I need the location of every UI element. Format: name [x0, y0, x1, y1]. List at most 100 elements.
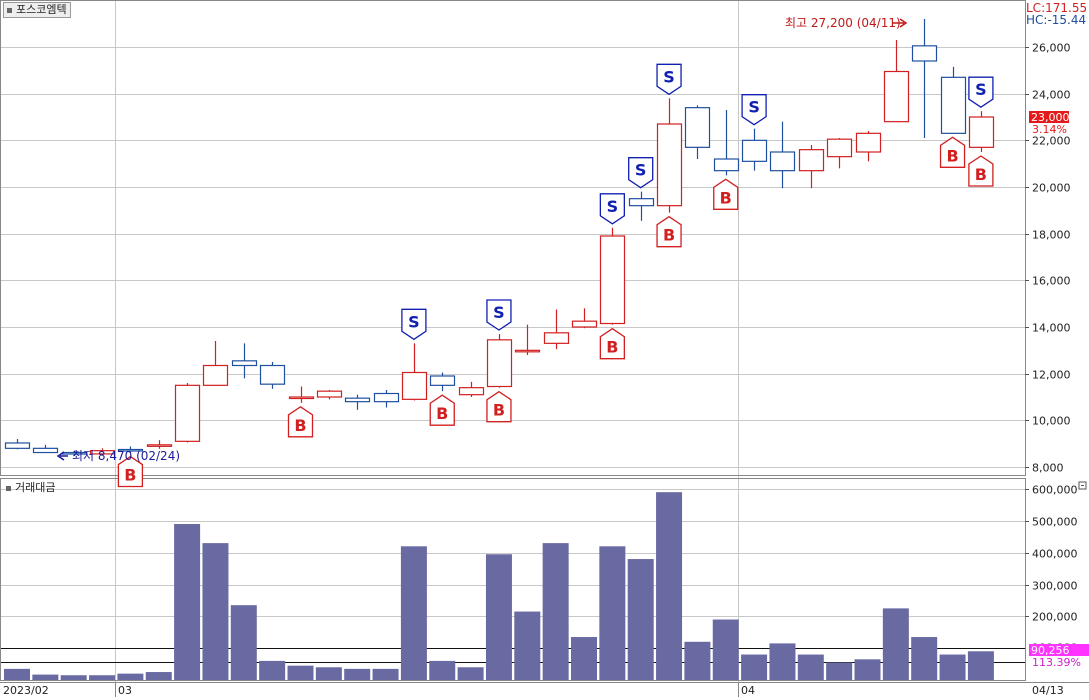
volume-bar [712, 619, 739, 680]
candle-body [89, 450, 116, 455]
candles [4, 19, 995, 457]
price-tick-label: 12,000 [1032, 369, 1071, 382]
volume-bar [4, 668, 30, 680]
sell-signal-marker [599, 193, 625, 225]
sell-signal-label: S [635, 161, 647, 180]
volume-panel-title-chip[interactable]: 거래대금 [3, 481, 58, 495]
volume-bar [429, 660, 456, 680]
candle-body [4, 442, 31, 449]
buy-signal-label: B [946, 146, 958, 165]
sell-signal-label: S [493, 303, 505, 322]
x-tick-label: 2023/02 [3, 684, 49, 697]
volume-bar [230, 605, 257, 680]
volume-bar [457, 667, 484, 680]
candle-body [628, 198, 655, 207]
volume-bar [684, 641, 711, 680]
candle-body [514, 349, 541, 353]
candle-body [855, 132, 882, 153]
buy-signal-marker [486, 390, 512, 423]
volume-bar [202, 543, 229, 680]
sell-signal-label: S [663, 67, 675, 86]
candle-body [940, 76, 967, 134]
candle-body [401, 371, 428, 400]
sell-signal-label: S [408, 312, 420, 331]
sell-signal-marker [401, 308, 427, 341]
volume-y-axis: 200,000 300,000 400,000 500,000 600,000 [1025, 484, 1078, 624]
candle-body [288, 396, 315, 400]
high-arrow-icon [893, 18, 908, 28]
buy-signal-marker [287, 406, 314, 438]
volume-bar [797, 654, 824, 680]
candle-body [798, 149, 825, 172]
volume-reference-lines [1, 648, 1025, 663]
volume-bar [344, 668, 371, 680]
volume-tick-label: 400,000 [1032, 548, 1078, 561]
buy-signal-marker [599, 327, 625, 360]
candle-body [769, 151, 796, 172]
volume-value-badge [1029, 644, 1089, 656]
candle-body [741, 139, 768, 162]
volume-panel-frame [0, 478, 1026, 681]
price-tick-label: 10,000 [1032, 415, 1071, 428]
stock-title-chip[interactable]: 포스코엠텍 [3, 2, 71, 18]
volume-bar [400, 546, 427, 680]
current-price-badge [1029, 111, 1069, 123]
lc-indicator: LC:171.55 [1026, 1, 1087, 15]
volume-tick-label: 500,000 [1032, 516, 1078, 529]
volume-panel-title: 거래대금 [15, 481, 56, 494]
volume-bar [599, 546, 626, 680]
price-tick-label: 26,000 [1032, 42, 1071, 55]
candle-body [968, 116, 995, 148]
sell-signal-label: S [975, 80, 987, 99]
candle-body [684, 107, 711, 148]
sell-signal-label: S [607, 197, 619, 216]
volume-bar [117, 673, 144, 680]
volume-bar [656, 492, 683, 680]
price-tick-label: 16,000 [1032, 275, 1071, 288]
buy-signal-label: B [294, 416, 306, 435]
price-tick-label: 8,000 [1032, 462, 1064, 475]
volume-bar [741, 654, 768, 680]
candle-body [429, 375, 456, 386]
price-tick-label: 14,000 [1032, 322, 1071, 335]
volume-bar [882, 608, 909, 680]
candle-body [117, 448, 144, 452]
sell-signal-marker [486, 299, 512, 331]
volume-bar [259, 660, 286, 680]
volume-bar [967, 651, 994, 680]
low-annotation: 최저 8,470 (02/24) [72, 449, 180, 463]
candle-body [146, 444, 173, 447]
sell-signal-marker [968, 76, 994, 108]
volume-tick-label: 300,000 [1032, 580, 1078, 593]
candle-body [826, 138, 853, 158]
sell-signal-label: S [748, 98, 760, 117]
candle-body [713, 158, 740, 172]
panel-square-icon [6, 485, 11, 491]
volume-bar [60, 675, 87, 680]
buy-signal-label: B [720, 188, 732, 207]
volume-bar [826, 662, 853, 680]
candle-body [32, 447, 59, 454]
volume-bar [854, 659, 881, 680]
volume-tick-label: 200,000 [1032, 611, 1078, 624]
volume-grid [1, 489, 1025, 617]
volume-bar [627, 559, 654, 680]
price-panel-frame [0, 0, 1026, 476]
candle-body [458, 387, 485, 396]
volume-bar [485, 554, 512, 680]
candle-body [259, 364, 286, 385]
x-axis: 2023/02 03 04 04/13 [3, 682, 1064, 697]
volume-bar [911, 637, 938, 680]
candle-body [571, 320, 598, 328]
price-tick-label: 18,000 [1032, 229, 1071, 242]
buy-signal-label: B [663, 226, 675, 245]
buy-signal-label: B [975, 165, 987, 184]
sell-signal-marker [656, 63, 682, 96]
buy-signal-label: B [606, 338, 618, 357]
sell-signal-marker [741, 94, 767, 126]
buy-signal-marker [656, 215, 682, 248]
volume-bar [372, 668, 399, 680]
price-grid [1, 1, 1025, 682]
